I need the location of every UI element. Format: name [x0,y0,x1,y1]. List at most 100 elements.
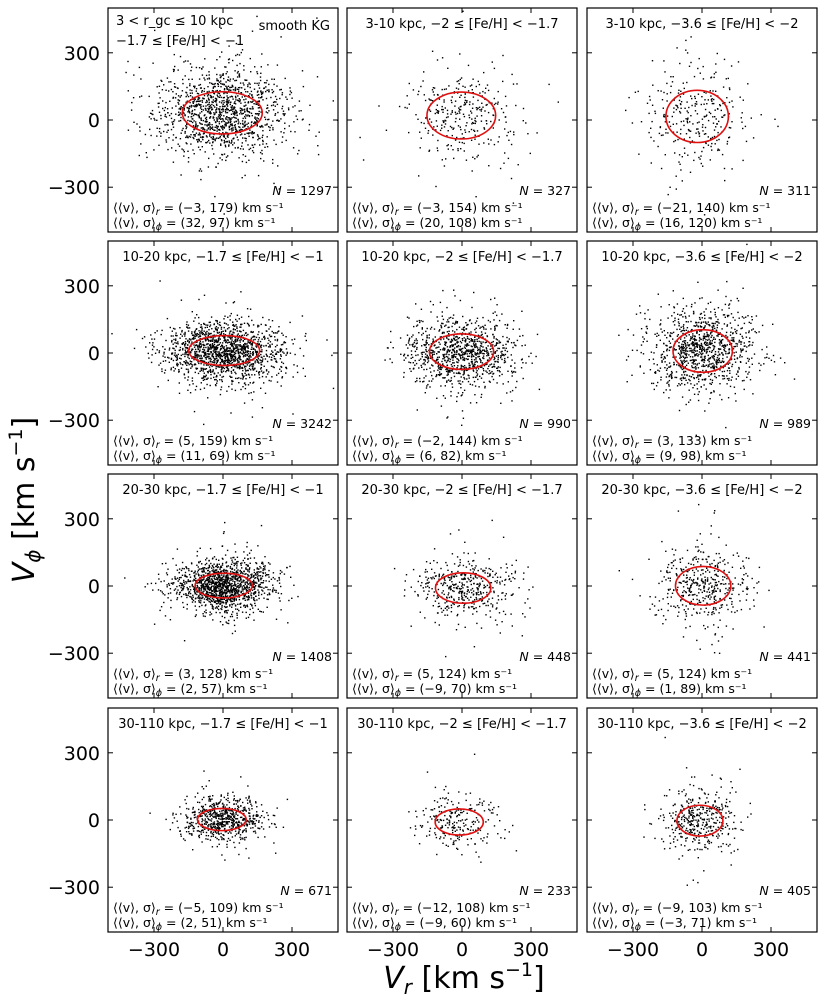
data-point [640,121,643,123]
data-point [228,145,230,147]
data-point [175,338,177,340]
data-point [728,377,730,380]
data-point [654,112,657,115]
data-point [194,335,196,337]
data-point [171,352,173,354]
data-point [218,109,221,111]
data-point [703,342,706,345]
data-point [435,129,437,131]
data-point [438,330,440,332]
data-point [299,347,301,350]
data-point [714,109,716,111]
data-point [685,39,687,42]
data-point [282,334,284,336]
data-point [750,322,752,324]
data-point [497,360,499,363]
data-point [218,123,221,125]
data-point [548,83,550,86]
data-point [707,348,709,350]
data-point [206,371,209,373]
data-point [500,355,502,357]
data-point [430,311,432,313]
data-point [675,104,677,106]
data-point [724,347,726,349]
data-point [212,104,215,107]
data-point [480,115,483,117]
data-point [244,351,247,354]
data-point [432,341,434,343]
data-point [482,368,484,370]
data-point [471,353,473,355]
data-point [471,351,473,353]
data-point [650,351,653,353]
data-point [194,363,196,365]
data-point [230,106,233,108]
data-point [236,88,238,90]
data-point [179,357,181,359]
data-point [226,348,228,350]
data-point [701,347,703,350]
data-point [193,331,196,333]
data-point [752,137,755,139]
data-point [436,125,438,127]
data-point [200,117,202,119]
data-point [428,149,431,151]
data-point [474,340,476,343]
data-point [195,132,198,134]
data-point [259,137,261,140]
data-point [248,111,251,114]
data-point [208,348,211,350]
data-point [209,333,211,335]
data-point [663,60,665,62]
data-point [404,106,406,109]
data-point [209,370,212,372]
data-point [241,334,243,337]
data-point [495,344,497,346]
data-point [223,101,225,104]
data-point [688,106,690,109]
data-point [728,113,730,115]
data-point [749,337,751,339]
data-point [242,376,244,379]
data-point [265,90,267,93]
data-point [241,133,243,135]
data-point [686,110,688,112]
data-point [755,332,758,334]
data-point [493,337,495,339]
data-point [457,337,459,340]
data-point [205,118,208,121]
data-point [239,62,241,65]
data-point [205,142,208,144]
data-point [245,104,247,106]
data-point [495,338,497,340]
data-point [182,127,184,130]
data-point [454,351,456,354]
data-point [442,395,445,397]
data-point [246,79,248,81]
data-point [167,148,169,151]
data-point [184,363,187,365]
data-point [707,359,709,361]
data-point [670,76,672,78]
data-point [166,317,169,320]
data-point [217,95,219,98]
panel-3: 3-10 kpc, −3.6 ≤ [Fe/H] < −2N = 311⟨⟨v⟩,… [586,7,818,233]
data-point [261,349,263,351]
data-point [483,328,485,330]
data-point [742,127,744,130]
data-point [220,76,222,78]
data-point [724,114,726,116]
data-point [485,370,487,372]
data-point [259,76,262,78]
data-point [245,334,248,337]
data-point [701,353,703,356]
data-point [185,101,187,103]
data-point [193,320,195,322]
data-point [677,138,679,141]
data-point [442,121,445,124]
data-point [244,174,246,177]
data-point [455,322,457,324]
data-point [470,338,472,340]
data-point [464,341,467,343]
data-point [446,331,449,333]
